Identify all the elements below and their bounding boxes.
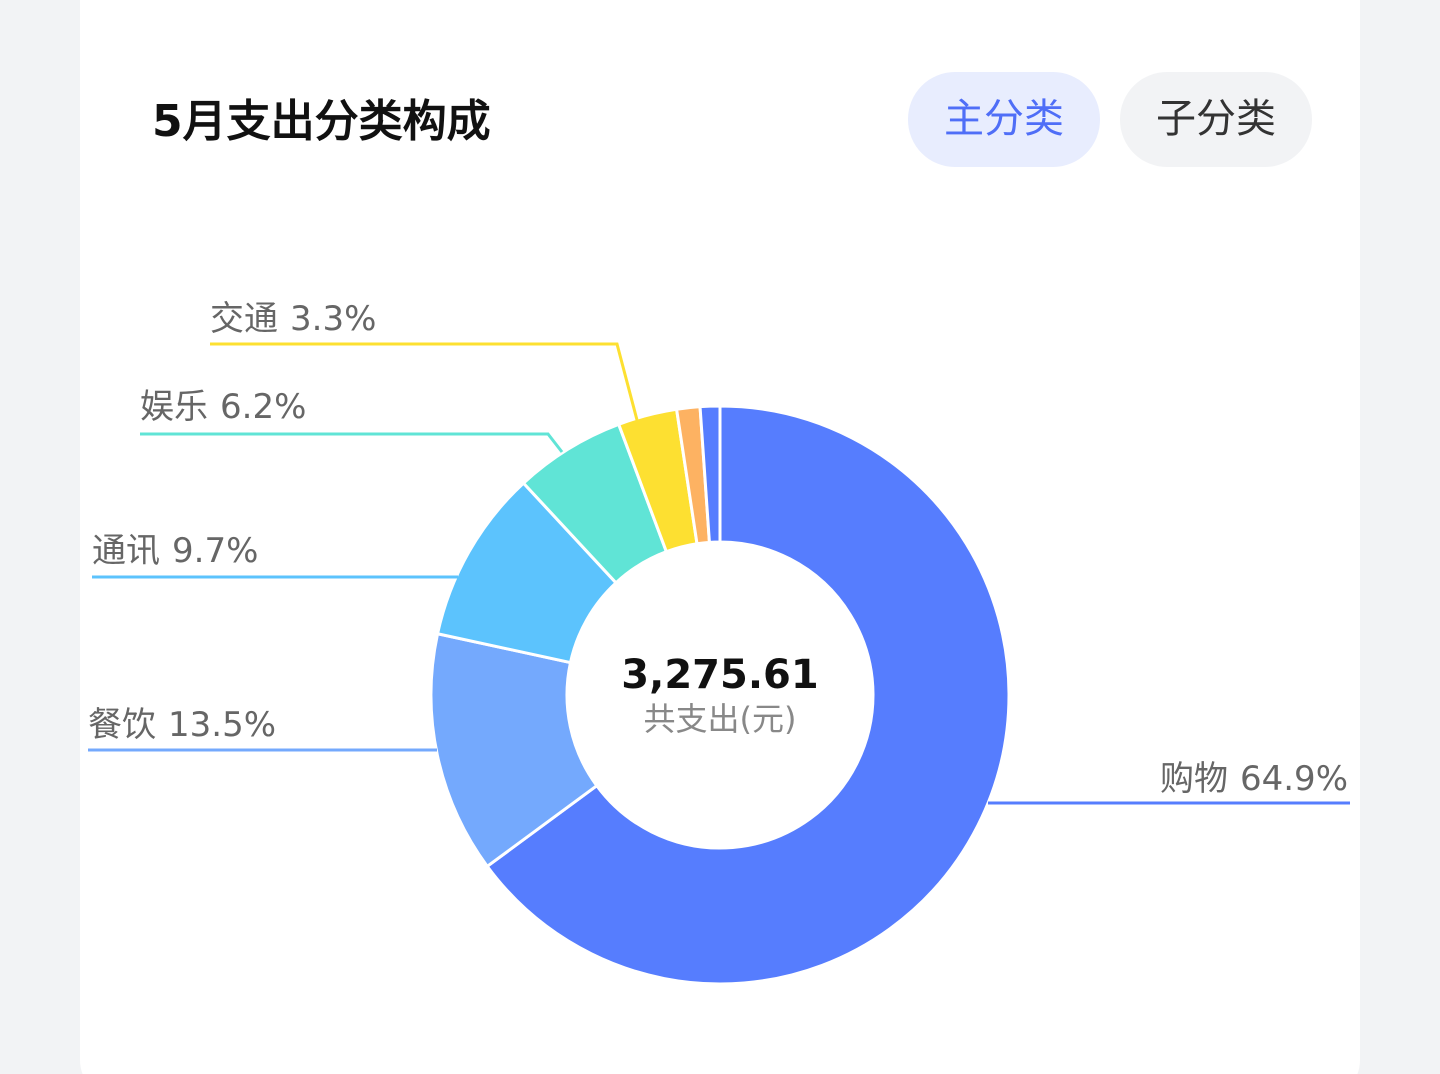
leader-line [140, 432, 564, 453]
tab-main[interactable] [908, 72, 1100, 167]
slice [485, 404, 1011, 986]
tab-sub-label[interactable]: 子分类 [1156, 96, 1276, 142]
category-name: 购物 [1160, 759, 1228, 799]
percent-label: 9.7% [172, 531, 258, 571]
slice-label: 交通 3.3% [210, 299, 376, 339]
tab-sub[interactable] [1120, 72, 1312, 167]
chart-title: 5月支出分类构成 [152, 96, 491, 147]
total-value: 3,275.61 [621, 652, 818, 698]
slice [429, 631, 599, 869]
category-name: 娱乐 [140, 387, 208, 427]
percent-label: 64.9% [1240, 759, 1348, 799]
slice-label: 购物 64.9% [1160, 759, 1348, 799]
percent-label: 3.3% [290, 299, 376, 339]
percent-label: 13.5% [168, 705, 276, 745]
leader-line [210, 342, 639, 421]
percent-label: 6.2% [220, 387, 306, 427]
slice-label: 娱乐 6.2% [140, 387, 306, 427]
category-name: 交通 [210, 299, 278, 339]
tab-main-label[interactable]: 主分类 [944, 96, 1064, 142]
slice [698, 404, 722, 544]
category-name: 餐饮 [88, 705, 156, 745]
category-name: 通讯 [92, 531, 160, 571]
total-caption: 共支出(元) [644, 700, 797, 738]
slice-label: 餐饮 13.5% [88, 705, 276, 745]
donut-chart: 购物 64.9% 餐饮 13.5% 通讯 9.7% 娱乐 6.2% 交通 3.3% [88, 299, 1350, 986]
slice-label: 通讯 9.7% [92, 531, 258, 571]
